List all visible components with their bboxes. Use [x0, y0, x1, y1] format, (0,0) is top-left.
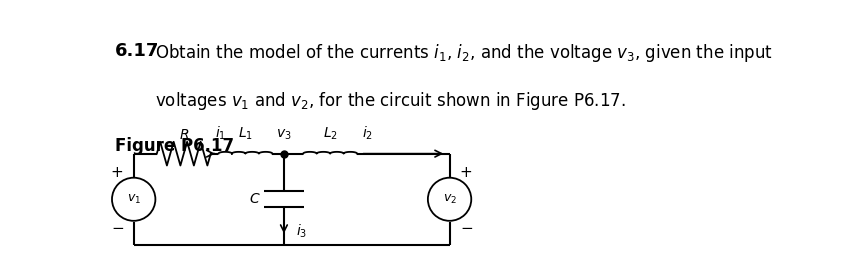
Text: $i_2$: $i_2$ [362, 124, 373, 142]
Text: $-$: $-$ [459, 219, 473, 234]
Text: +: + [111, 165, 123, 180]
Text: $v_3$: $v_3$ [276, 127, 291, 142]
Text: $C$: $C$ [249, 192, 261, 206]
Text: Obtain the model of the currents $i_1$, $i_2$, and the voltage $v_3$, given the : Obtain the model of the currents $i_1$, … [155, 42, 773, 64]
Text: $i_1$: $i_1$ [215, 124, 226, 142]
Text: $-$: $-$ [111, 219, 123, 234]
Text: $v_1$: $v_1$ [127, 193, 141, 206]
Text: $L_2$: $L_2$ [323, 125, 338, 142]
Text: $R$: $R$ [178, 128, 189, 142]
Text: $v_2$: $v_2$ [442, 193, 457, 206]
Text: Figure P6.17: Figure P6.17 [115, 137, 234, 155]
Text: +: + [460, 165, 472, 180]
Text: 6.17: 6.17 [115, 42, 159, 60]
Text: $L_1$: $L_1$ [238, 125, 253, 142]
Text: voltages $v_1$ and $v_2$, for the circuit shown in Figure P6.17.: voltages $v_1$ and $v_2$, for the circui… [155, 90, 626, 112]
Text: $i_3$: $i_3$ [296, 222, 307, 240]
